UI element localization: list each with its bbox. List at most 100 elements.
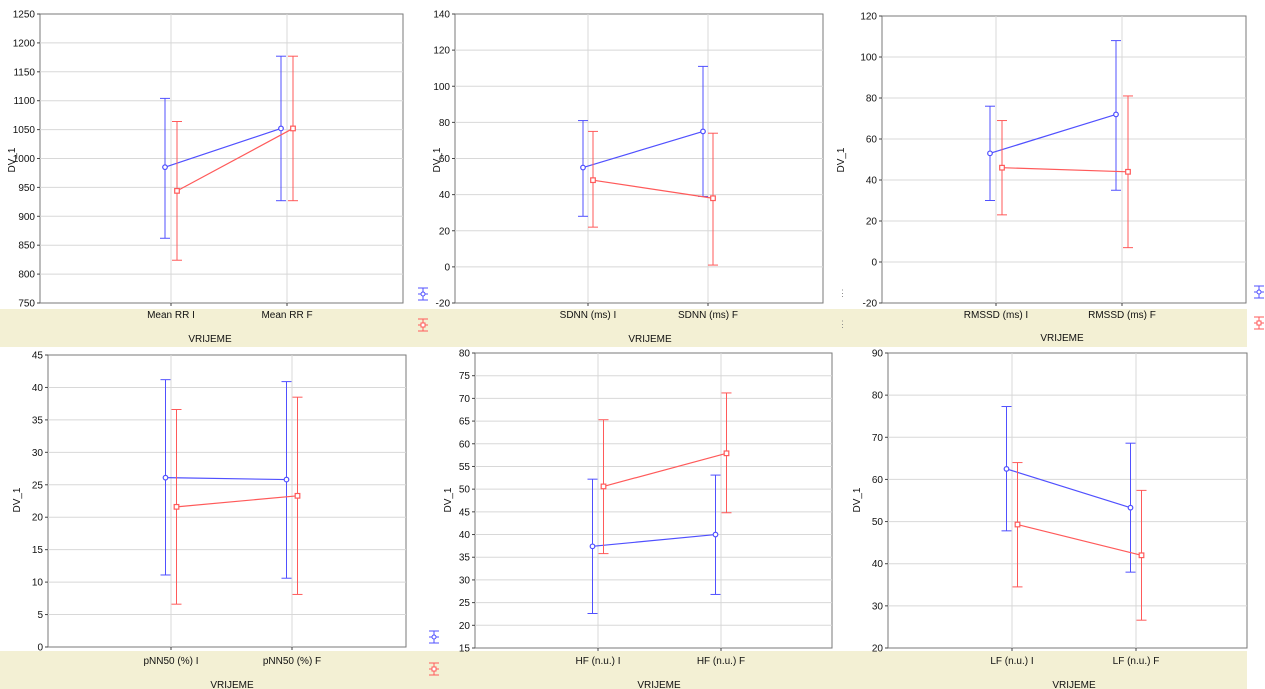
y-tick-label: 60 <box>866 135 878 146</box>
y-tick-label: 40 <box>866 176 878 187</box>
x-tick-label: pNN50 (%) F <box>263 656 321 667</box>
y-tick-label: 20 <box>459 621 471 632</box>
chart-panel-c: -20 0 20 40 60 80 100 120 RMSSD (ms) I RMSSD (ms)… <box>836 12 1247 344</box>
y-tick-label: 65 <box>459 417 471 428</box>
y-tick-label: 750 <box>18 299 35 310</box>
y-tick-label: 950 <box>18 183 35 194</box>
legend-symbol <box>420 322 426 328</box>
data-point <box>710 195 716 202</box>
series-1 <box>160 379 292 579</box>
legend-marker-series-1 <box>418 287 428 301</box>
y-axis-title: DV_1 <box>7 147 18 172</box>
y-tick-label: 800 <box>18 270 35 281</box>
y-tick-label: 80 <box>866 94 878 105</box>
series-line <box>582 130 704 169</box>
legend-marker-series-2 <box>418 318 428 332</box>
y-tick-label: 1150 <box>13 67 35 78</box>
y-tick-label: 40 <box>872 559 884 570</box>
y-tick-label: 1250 <box>13 10 36 21</box>
y-tick-label: 120 <box>860 12 877 23</box>
series-line <box>1017 523 1142 556</box>
chart-panel-f: 20 30 40 50 60 70 80 90 LF (n.u.) I LF (n.u.) F DV… <box>852 349 1248 689</box>
x-tick-label: RMSSD (ms) I <box>964 310 1028 321</box>
y-tick-label: 10 <box>32 578 44 589</box>
data-point <box>290 125 296 132</box>
data-point <box>162 474 169 481</box>
data-point <box>580 164 586 171</box>
series-line <box>1001 167 1129 173</box>
y-tick-label: 35 <box>459 553 471 564</box>
y-tick-label: 1000 <box>13 154 36 165</box>
y-axis-title: DV_1 <box>12 487 23 512</box>
y-tick-label: 70 <box>872 433 884 444</box>
x-axis-title: VRIJEME <box>188 334 232 345</box>
x-tick-label: Mean RR F <box>261 310 312 321</box>
y-tick-label: 80 <box>439 118 451 129</box>
series-line <box>176 495 298 508</box>
panel-band-bottom <box>0 651 1247 689</box>
x-tick-label: SDNN (ms) F <box>678 310 738 321</box>
y-tick-label: 850 <box>18 241 35 252</box>
series-2 <box>1012 462 1147 621</box>
x-tick-label: LF (n.u.) I <box>990 656 1033 667</box>
y-tick-label: 20 <box>872 644 884 655</box>
data-point <box>162 164 168 171</box>
data-point <box>589 543 596 550</box>
y-tick-label: 55 <box>459 462 471 473</box>
series-line <box>592 179 714 199</box>
y-tick-label: 900 <box>18 212 35 223</box>
data-point <box>278 125 284 132</box>
y-tick-label: 0 <box>871 258 877 269</box>
series-2 <box>997 95 1133 249</box>
x-axis-title: VRIJEME <box>637 680 681 689</box>
legend-symbol <box>1256 320 1262 326</box>
plot-area <box>474 352 833 649</box>
series-line <box>989 113 1117 154</box>
y-tick-label: 45 <box>459 507 471 518</box>
y-tick-label: 20 <box>439 226 451 237</box>
x-tick-label: HF (n.u.) I <box>575 656 620 667</box>
series-2 <box>588 130 718 266</box>
y-tick-label: 90 <box>872 349 884 360</box>
series-line <box>176 127 294 192</box>
y-tick-label: 50 <box>459 485 471 496</box>
data-point <box>600 483 607 490</box>
plot-area <box>47 354 407 648</box>
y-tick-label: 100 <box>433 82 450 93</box>
data-point <box>1125 168 1131 175</box>
series-1 <box>985 40 1121 201</box>
x-tick-label: pNN50 (%) I <box>143 656 198 667</box>
legend-marker-series-2 <box>1254 316 1264 330</box>
series-1 <box>1001 406 1136 573</box>
series-2 <box>172 55 298 261</box>
legend-symbol <box>431 666 437 672</box>
y-tick-label: 45 <box>32 351 44 362</box>
data-point <box>1014 521 1021 528</box>
y-tick-label: 120 <box>433 46 450 57</box>
y-tick-label: 15 <box>32 545 44 556</box>
legend-symbol <box>431 634 437 640</box>
y-axis-title: DV_1 <box>443 487 454 512</box>
separator-dots: ⋮ <box>838 319 847 329</box>
y-tick-label: 80 <box>872 391 884 402</box>
y-tick-label: 1050 <box>13 125 36 136</box>
series-line <box>1006 468 1131 509</box>
y-tick-label: 15 <box>459 644 471 655</box>
x-axis-title: VRIJEME <box>1052 680 1096 689</box>
data-point <box>294 492 301 499</box>
y-axis-title: DV_1 <box>432 147 443 172</box>
data-point <box>987 150 993 157</box>
x-tick-label: SDNN (ms) I <box>560 310 617 321</box>
data-point <box>1113 111 1119 118</box>
y-tick-label: 60 <box>439 154 451 165</box>
y-tick-label: 1100 <box>13 96 35 107</box>
data-point <box>283 476 290 483</box>
y-tick-label: 40 <box>459 530 471 541</box>
y-tick-label: 0 <box>37 643 43 654</box>
panel-band-top <box>0 309 1247 347</box>
legend-symbol <box>1256 289 1262 295</box>
data-point <box>712 531 719 538</box>
y-tick-label: 60 <box>459 439 471 450</box>
data-point <box>173 503 180 510</box>
y-tick-label: 1200 <box>13 38 36 49</box>
